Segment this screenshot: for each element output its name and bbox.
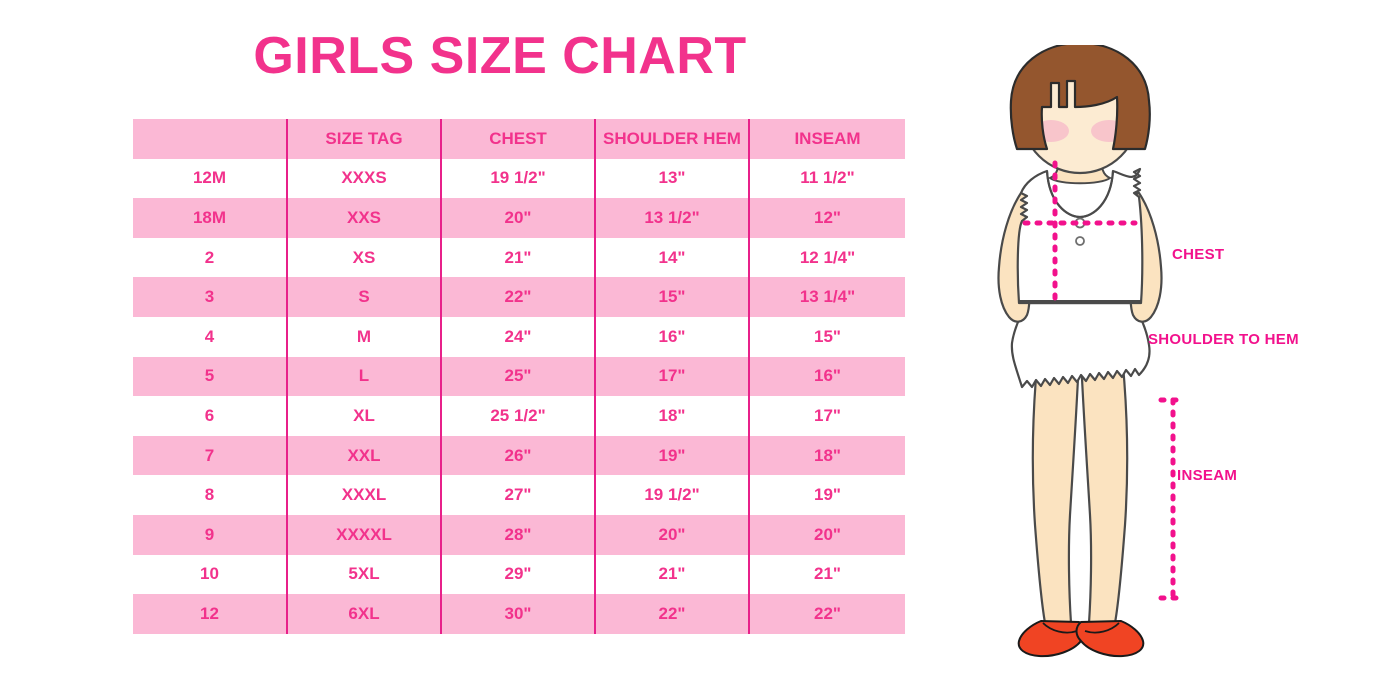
cell-size: 9: [133, 514, 287, 555]
cell-size-tag: S: [286, 277, 441, 317]
cell-size: 2: [133, 237, 287, 278]
table-row: 10 5XL 29" 21" 21": [133, 554, 905, 595]
cell-shoulder-hem: 19 1/2": [594, 475, 749, 515]
cell-size: 8: [133, 475, 287, 515]
size-chart-table: SIZE TAG CHEST SHOULDER HEM INSEAM 12M XX…: [133, 119, 905, 634]
skirt: [1010, 301, 1151, 389]
cell-chest: 27": [440, 475, 595, 515]
cell-size-tag: XXS: [286, 198, 441, 238]
table-row: 5 L 25" 17" 16": [133, 356, 905, 397]
cell-size: 10: [133, 554, 287, 595]
legs-group: [1031, 353, 1129, 625]
cell-size-tag: 6XL: [286, 594, 441, 634]
table-row: 3 S 22" 15" 13 1/4": [133, 277, 905, 317]
column-header-inseam: INSEAM: [748, 119, 905, 159]
cell-size-tag: XXXL: [286, 475, 441, 515]
top-garment: [1016, 167, 1144, 305]
girl-illustration: [955, 45, 1205, 670]
cell-inseam: 12 1/4": [748, 237, 905, 278]
cell-chest: 29": [440, 554, 595, 595]
cell-chest: 30": [440, 594, 595, 634]
cell-inseam: 21": [748, 554, 905, 595]
cell-size: 4: [133, 316, 287, 357]
cell-shoulder-hem: 18": [594, 396, 749, 436]
cell-inseam: 18": [748, 435, 905, 476]
table-row: 2 XS 21" 14" 12 1/4": [133, 237, 905, 278]
head: [1009, 45, 1151, 175]
table-row: 4 M 24" 16" 15": [133, 316, 905, 357]
cell-shoulder-hem: 15": [594, 277, 749, 317]
column-header-chest: CHEST: [440, 119, 595, 159]
cell-size-tag: XL: [286, 396, 441, 436]
table-row: 7 XXL 26" 19" 18": [133, 435, 905, 476]
cell-chest: 25": [440, 356, 595, 397]
cell-inseam: 15": [748, 316, 905, 357]
cell-inseam: 11 1/2": [748, 158, 905, 199]
cell-size: 3: [133, 277, 287, 317]
cell-inseam: 19": [748, 475, 905, 515]
hair: [1009, 45, 1151, 151]
cell-chest: 24": [440, 316, 595, 357]
cell-shoulder-hem: 14": [594, 237, 749, 278]
cell-shoulder-hem: 19": [594, 435, 749, 476]
cell-shoulder-hem: 20": [594, 514, 749, 555]
cell-size: 18M: [133, 198, 287, 238]
cell-size: 12M: [133, 158, 287, 199]
table-row: 12M XXXS 19 1/2" 13" 11 1/2": [133, 158, 905, 199]
cell-shoulder-hem: 13 1/2": [594, 198, 749, 238]
shoes-group: [1017, 619, 1145, 658]
cell-size: 5: [133, 356, 287, 397]
cell-size: 12: [133, 594, 287, 634]
measurement-lines: [1022, 160, 1188, 601]
column-header-shoulder-hem: SHOULDER HEM: [594, 119, 749, 159]
column-header-size: [133, 119, 287, 159]
cell-shoulder-hem: 22": [594, 594, 749, 634]
cell-chest: 22": [440, 277, 595, 317]
cell-inseam: 22": [748, 594, 905, 634]
cell-shoulder-hem: 16": [594, 316, 749, 357]
column-header-size-tag: SIZE TAG: [286, 119, 441, 159]
measurement-label-inseam: INSEAM: [1177, 467, 1238, 484]
cell-size-tag: XXXXL: [286, 514, 441, 555]
cell-chest: 19 1/2": [440, 158, 595, 199]
cell-size-tag: L: [286, 356, 441, 397]
cell-inseam: 13 1/4": [748, 277, 905, 317]
button-icon: [1075, 236, 1085, 246]
table-row: 18M XXS 20" 13 1/2" 12": [133, 198, 905, 238]
cell-shoulder-hem: 21": [594, 554, 749, 595]
cell-size: 6: [133, 396, 287, 436]
cell-inseam: 17": [748, 396, 905, 436]
cell-shoulder-hem: 13": [594, 158, 749, 199]
table-row: 8 XXXL 27" 19 1/2" 19": [133, 475, 905, 515]
cell-inseam: 12": [748, 198, 905, 238]
cell-inseam: 20": [748, 514, 905, 555]
cell-size-tag: XXXS: [286, 158, 441, 199]
cell-size: 7: [133, 435, 287, 476]
cell-size-tag: XS: [286, 237, 441, 278]
measurement-label-shoulder-to-hem: SHOULDER TO HEM: [1148, 331, 1299, 348]
cell-chest: 21": [440, 237, 595, 278]
page-title: GIRLS SIZE CHART: [253, 27, 747, 85]
table-row: 12 6XL 30" 22" 22": [133, 594, 905, 634]
table-row: 9 XXXXL 28" 20" 20": [133, 514, 905, 555]
cell-chest: 20": [440, 198, 595, 238]
cell-size-tag: 5XL: [286, 554, 441, 595]
cell-size-tag: M: [286, 316, 441, 357]
measurement-label-chest: CHEST: [1172, 246, 1225, 263]
table-row: 6 XL 25 1/2" 18" 17": [133, 396, 905, 436]
cell-size-tag: XXL: [286, 435, 441, 476]
table-header-row: SIZE TAG CHEST SHOULDER HEM INSEAM: [133, 119, 905, 159]
cell-chest: 25 1/2": [440, 396, 595, 436]
cell-chest: 28": [440, 514, 595, 555]
cell-inseam: 16": [748, 356, 905, 397]
cell-shoulder-hem: 17": [594, 356, 749, 397]
cell-chest: 26": [440, 435, 595, 476]
